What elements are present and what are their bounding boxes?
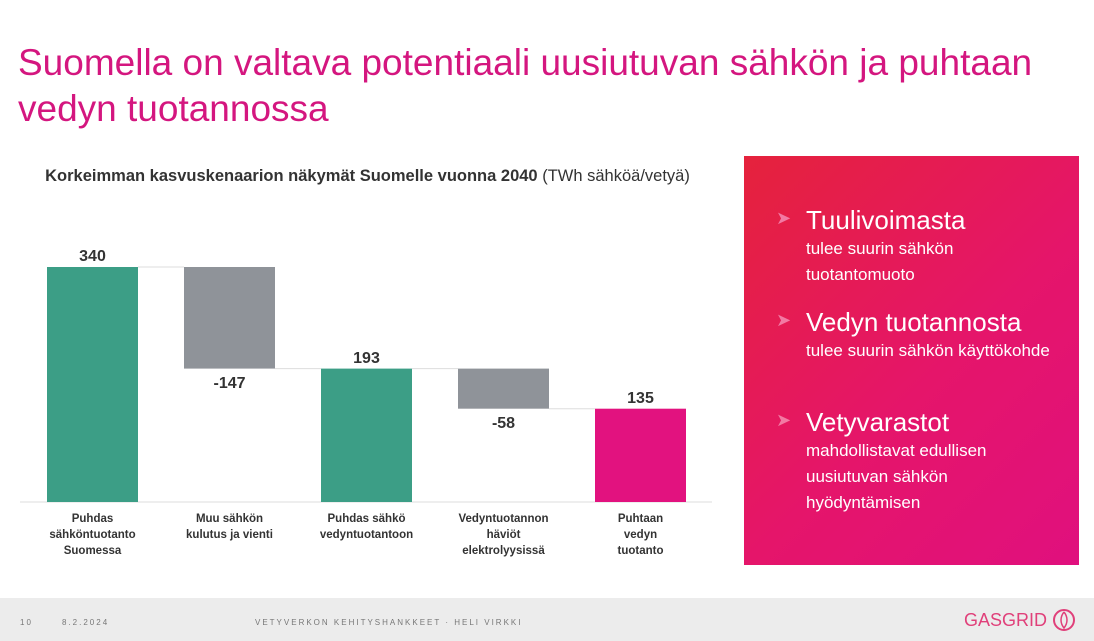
bullet-arrow: ➤ <box>776 208 792 228</box>
bar <box>47 267 138 502</box>
highlight-heading: Vedyn tuotannosta <box>806 307 1022 337</box>
page-number: 10 <box>20 618 33 627</box>
highlight-heading: Tuulivoimasta <box>806 205 966 235</box>
chart-unit: (TWh sähköä/vetyä) <box>542 167 690 185</box>
highlight: ➤ Tuulivoimasta tulee suurin sähkön tuotan… <box>776 204 1066 288</box>
highlight-panel: ➤ Tuulivoimasta tulee suurin sähkön tuotan… <box>744 156 1079 565</box>
category-label: Muu sähkön kulutus ja vienti <box>186 513 273 541</box>
bullet-arrow: ➤ <box>776 410 792 430</box>
bar <box>458 368 549 409</box>
footer: 10 8.2.2024 VETYVERKON KEHITYSHANKKEET ·… <box>0 598 1094 641</box>
logo: GASGRID <box>964 609 1075 631</box>
bar <box>184 267 275 369</box>
logo-icon <box>1053 609 1075 631</box>
footer-text: VETYVERKON KEHITYSHANKKEET · HELI VIRKKI <box>255 618 523 627</box>
bar <box>595 408 686 502</box>
highlight-text: tulee suurin sähkön käyttökohde <box>806 341 1050 360</box>
value-label: 193 <box>353 350 380 367</box>
category-label: Puhtaan vedyn tuotanto <box>617 513 664 557</box>
chart-title: Korkeimman kasvuskenaarion näkymät Suome… <box>30 163 705 189</box>
value-label: 340 <box>79 248 106 265</box>
category-label: Vedyntuotannon häviöt elektrolyysissä <box>458 513 549 557</box>
highlight-text: tulee suurin sähkön tuotantomuoto <box>806 239 954 284</box>
highlight-heading: Vetyvarastot <box>806 407 950 437</box>
chart-title-main: Korkeimman kasvuskenaarion näkymät Suome… <box>45 167 538 185</box>
value-label: -58 <box>492 415 515 432</box>
category-label: Puhdas sähköntuotanto Suomessa <box>49 513 136 557</box>
value-label: -147 <box>213 375 245 392</box>
highlight: ➤ Vetyvarastot mahdollistavat edullisen uu… <box>776 406 1066 516</box>
category-label: Puhdas sähkö vedyntuotantoon <box>319 513 414 541</box>
date: 8.2.2024 <box>62 618 110 627</box>
slide-title: Suomella on valtava potentiaali uusiutuv… <box>18 42 1033 129</box>
bullet-arrow: ➤ <box>776 310 792 330</box>
highlight: ➤ Vedyn tuotannosta tulee suurin sähkön kä… <box>776 306 1066 364</box>
value-label: 135 <box>627 390 654 407</box>
highlight-text: mahdollistavat edullisen uusiutuvan sähk… <box>806 441 987 512</box>
bar <box>321 368 412 502</box>
logo-text: GASGRID <box>964 610 1048 630</box>
